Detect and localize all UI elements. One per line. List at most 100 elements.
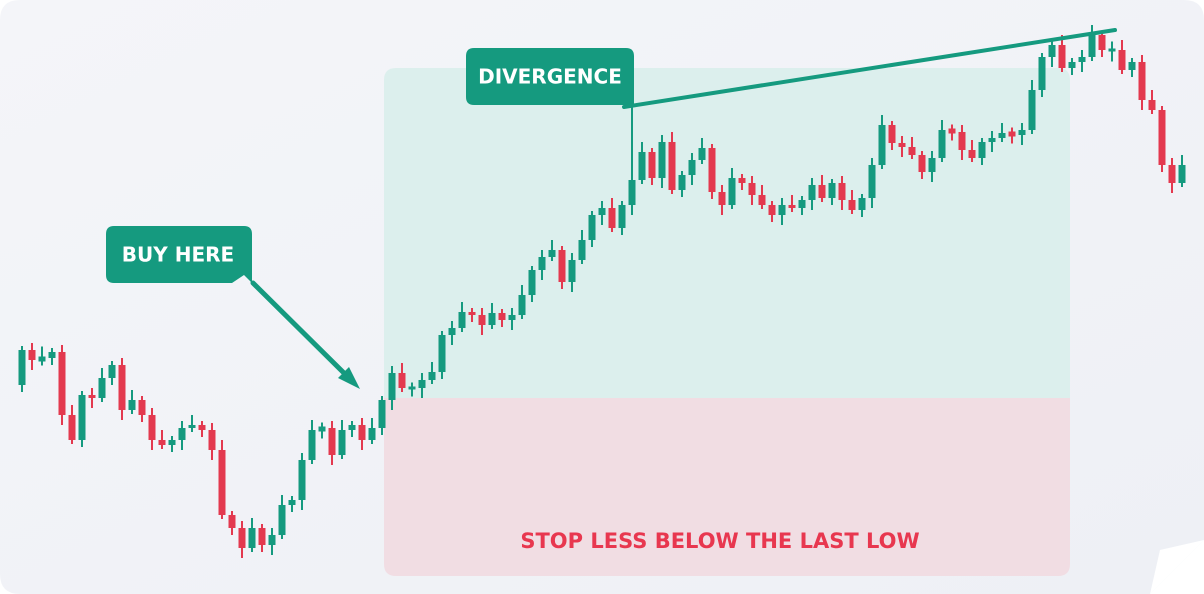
candle-body [88, 395, 96, 398]
candle-body [878, 125, 886, 165]
candle-body [248, 528, 256, 548]
candle-body [588, 215, 596, 240]
candle-body [658, 142, 666, 178]
candle-body [1178, 165, 1186, 183]
candle-body [958, 132, 966, 150]
candle-body [138, 400, 146, 415]
candle-body [288, 500, 296, 505]
candle-body [18, 350, 26, 385]
candle-body [468, 312, 476, 315]
candle-body [1118, 50, 1126, 70]
candle-body [128, 400, 136, 410]
candle-body [528, 270, 536, 295]
candle-body [748, 183, 756, 195]
candle-body [78, 395, 86, 440]
candle-body [1028, 90, 1036, 130]
candle-body [198, 425, 206, 430]
candle-body [988, 138, 996, 142]
candle-body [388, 373, 396, 400]
candle-body [238, 528, 246, 548]
candle-body [458, 312, 466, 328]
candle-body [848, 200, 856, 210]
candle-body [268, 535, 276, 545]
candle-body [38, 356, 46, 362]
candle-body [1058, 45, 1066, 68]
divergence-label: DIVERGENCE [478, 65, 622, 89]
candle-body [418, 380, 426, 388]
candle-body [668, 142, 676, 190]
candle-body [1138, 62, 1146, 100]
candles [18, 25, 1186, 558]
candle-body [308, 430, 316, 460]
candle-body [1048, 45, 1056, 57]
candle-body [1108, 48, 1116, 52]
candle-body [728, 178, 736, 205]
candle-body [208, 430, 216, 450]
candle-body [558, 250, 566, 282]
buy-arrow-head [338, 367, 360, 389]
candle-body [928, 158, 936, 172]
candle-body [948, 128, 956, 134]
candle-body [918, 155, 926, 172]
candle-body [678, 175, 686, 190]
candle-body [338, 430, 346, 455]
candle-body [148, 415, 156, 440]
candle-body [348, 425, 356, 430]
candle-body [28, 350, 36, 360]
candle-body [398, 373, 406, 388]
candle-body [888, 125, 896, 143]
candle-body [568, 260, 576, 282]
candle-body [1078, 57, 1086, 62]
candle-body [158, 440, 166, 445]
candle-body [228, 515, 236, 528]
buy-arrow [250, 280, 351, 380]
candle-body [548, 250, 556, 257]
candle-body [118, 365, 126, 410]
candle-body [188, 425, 196, 428]
candle-body [738, 178, 746, 183]
candle-body [358, 425, 366, 440]
candle-body [408, 386, 416, 390]
candle-body [318, 426, 326, 432]
candle-body [258, 528, 266, 545]
candle-body [778, 205, 786, 215]
candle-body [1098, 35, 1106, 50]
candle-body [628, 180, 636, 205]
divergence-line [622, 28, 1117, 109]
candle-body [638, 152, 646, 180]
candle-body [788, 205, 796, 208]
stop-label: STOP LESS BELOW THE LAST LOW [520, 529, 919, 553]
candle-body [438, 335, 446, 372]
candle-body [1068, 62, 1076, 68]
candle-body [178, 428, 186, 440]
candle-body [648, 152, 656, 178]
candle-body [218, 450, 226, 515]
candle-body [68, 415, 76, 440]
candle-body [998, 133, 1006, 138]
candle-body [898, 143, 906, 147]
candle-body [798, 200, 806, 208]
candle-body [538, 257, 546, 270]
candle-body [1128, 62, 1136, 70]
candle-body [1158, 110, 1166, 165]
candle-body [758, 195, 766, 205]
buy-label: BUY HERE [122, 243, 234, 267]
page-fold [1150, 540, 1204, 594]
candle-body [488, 313, 496, 325]
candle-body [48, 352, 56, 358]
candle-body [808, 185, 816, 200]
candle-body [938, 130, 946, 158]
candle-body [908, 147, 916, 155]
candle-body [368, 428, 376, 440]
candle-body [1038, 57, 1046, 90]
candle-body [508, 315, 516, 320]
candle-body [278, 505, 286, 535]
candle-body [688, 160, 696, 175]
candle-body [108, 365, 116, 378]
candle-body [98, 378, 106, 398]
candle-body [448, 328, 456, 335]
candle-body [1088, 35, 1096, 57]
candle-body [868, 165, 876, 198]
candle-body [58, 352, 66, 415]
